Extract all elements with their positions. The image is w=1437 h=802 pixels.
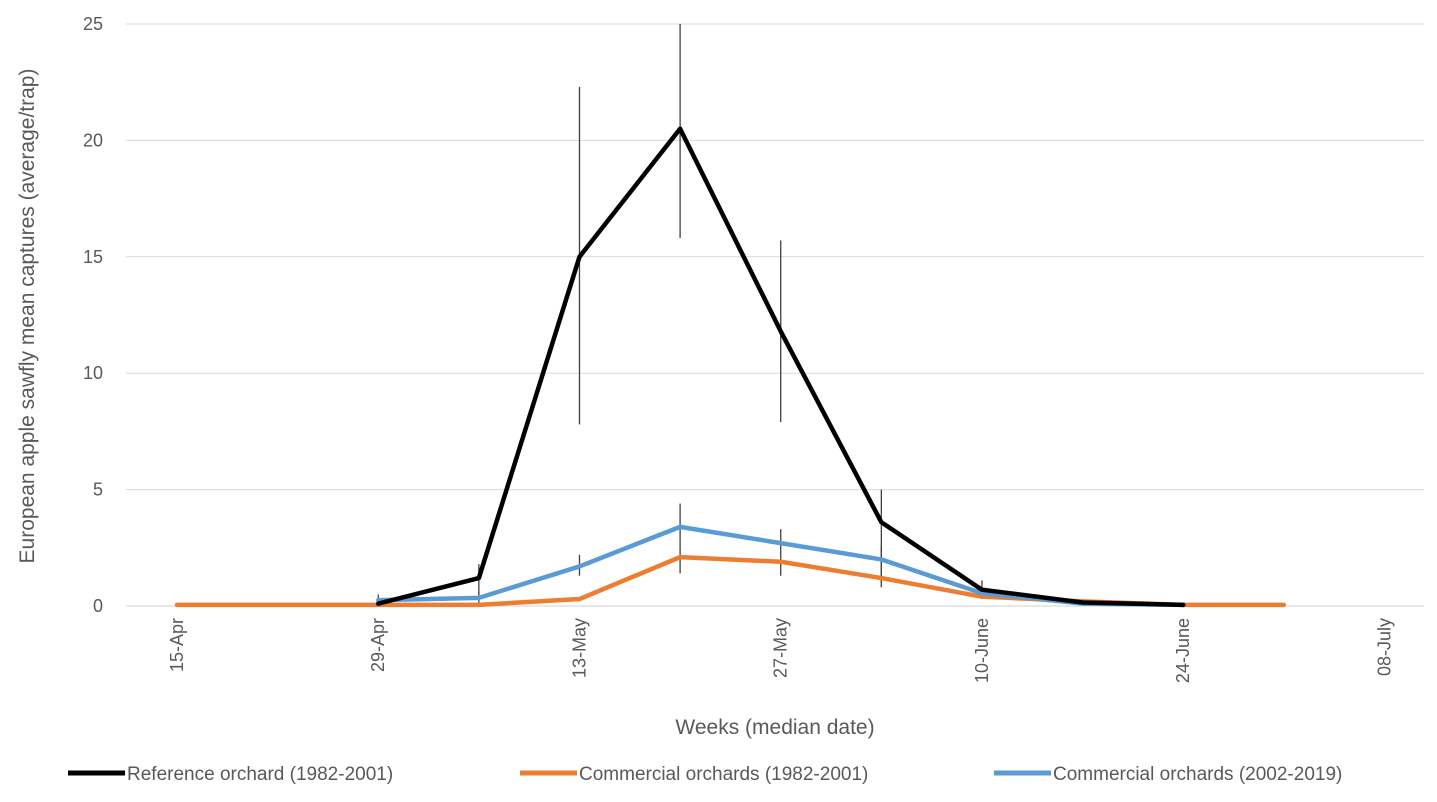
y-axis-title: European apple sawfly mean captures (ave… [16, 69, 39, 564]
y-tick-label: 20 [83, 130, 103, 150]
legend-label: Reference orchard (1982-2001) [127, 764, 393, 785]
y-tick-label: 0 [93, 596, 103, 616]
x-tick-label: 29-Apr [368, 618, 388, 672]
gridlines [126, 23, 1424, 491]
y-tick-label: 15 [83, 247, 103, 267]
y-tick-label: 5 [93, 480, 103, 500]
x-tick-label: 27-May [771, 618, 791, 678]
x-tick-label: 15-Apr [167, 618, 187, 672]
x-tick-label: 24-June [1173, 618, 1193, 683]
legend-label: Commercial orchards (2002-2019) [1053, 764, 1342, 785]
x-tick-label: 13-May [569, 618, 589, 678]
series-line-2 [174, 554, 1287, 608]
y-tick-label: 10 [83, 363, 103, 383]
legend: Reference orchard (1982-2001) Commercial … [68, 764, 1342, 785]
x-tick-label: 10-June [972, 618, 992, 683]
legend-label: Commercial orchards (1982-2001) [579, 764, 868, 785]
x-tick-label: 08-July [1374, 618, 1394, 676]
series-line-1 [375, 126, 1186, 608]
y-tick-label: 25 [83, 14, 103, 34]
error-bars [377, 24, 983, 606]
tick-labels: 0 5 10 15 20 25 15-Apr 29-Apr 13-May 27-May 10-Jun… [83, 14, 1394, 683]
x-axis-title: Weeks (median date) [675, 716, 874, 739]
series-lines [174, 126, 1287, 608]
